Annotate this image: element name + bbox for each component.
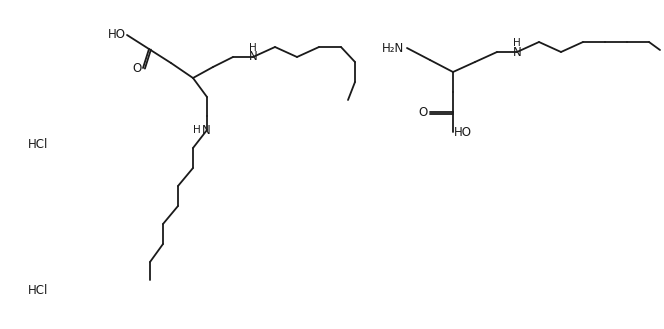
Text: H: H [513,38,521,48]
Text: H: H [193,125,201,135]
Text: N: N [513,45,521,59]
Text: N: N [202,123,210,137]
Text: HCl: HCl [28,284,48,296]
Text: O: O [133,63,142,75]
Text: H: H [249,43,257,53]
Text: HCl: HCl [28,139,48,151]
Text: HO: HO [108,29,126,41]
Text: O: O [419,106,428,118]
Text: H₂N: H₂N [382,41,404,55]
Text: N: N [248,50,258,63]
Text: HO: HO [454,125,472,139]
